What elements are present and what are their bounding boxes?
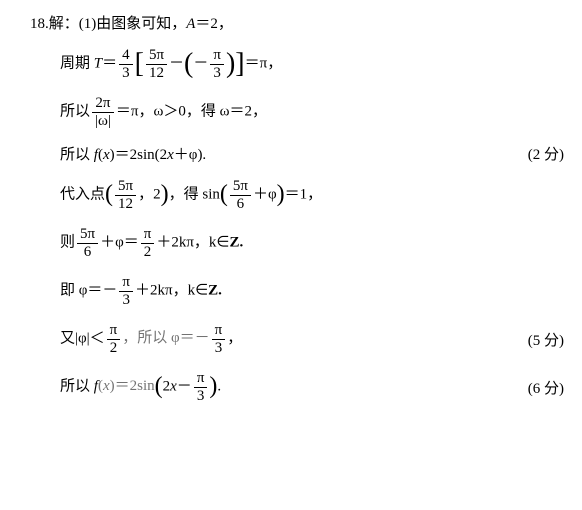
neg: －	[193, 55, 208, 71]
rparen-icon: )	[226, 53, 235, 75]
l6-mid2: ＋2kπ，k∈	[156, 234, 229, 250]
lparen-icon: (	[184, 53, 193, 75]
line-6-text: 则5π6＋φ＝π2＋2kπ，k∈Z.	[60, 226, 564, 260]
l2-minus: －	[169, 55, 184, 71]
l5-mid: ，得 sin	[169, 186, 220, 202]
line-7-text: 即 φ＝－π3＋2kπ，k∈Z.	[60, 274, 564, 308]
rparen-icon: )	[161, 185, 169, 204]
solution-page: 18.解：(1)由图象可知，A＝2， 周期 T＝43[5π12－(－π3)]＝π…	[0, 0, 582, 430]
l5-frac1: 5π12	[115, 178, 136, 212]
l2-prefix: 周期	[60, 55, 94, 71]
line-9-text: 所以 f(x)＝2sin(2x－π3).	[60, 370, 508, 404]
l9-suffix: .	[217, 378, 221, 394]
line-9: 所以 f(x)＝2sin(2x－π3). (6 分)	[18, 370, 564, 404]
l6-frac2: π2	[141, 226, 155, 260]
line-5-text: 代入点(5π12，2)，得 sin(5π6＋φ)＝1，	[60, 178, 564, 212]
lparen-icon: (	[220, 185, 228, 204]
l7-frac: π3	[119, 274, 133, 308]
line-8: 又|φ|＜π2，所以 φ＝－π3， (5 分)	[18, 322, 564, 356]
lparen-icon: (	[155, 377, 163, 396]
l8-prefix: 又|φ|＜	[60, 330, 105, 346]
l6-frac1: 5π6	[77, 226, 98, 260]
l8-frac2: π3	[212, 322, 226, 356]
l6-prefix: 则	[60, 234, 75, 250]
l2-frac2: 5π12	[146, 47, 167, 81]
rbracket-icon: ]	[235, 53, 244, 75]
score-2: (2 分)	[508, 143, 564, 164]
l2-eq1: ＝	[102, 55, 117, 71]
l8-suffix: ，	[227, 330, 242, 346]
l3-frac: 2π|ω|	[92, 95, 114, 129]
l2-frac1: 43	[119, 47, 133, 81]
l6-mid1: ＋φ＝	[100, 234, 139, 250]
l9-prefix: 所以	[60, 378, 94, 394]
line-2-text: 周期 T＝43[5π12－(－π3)]＝π，	[60, 47, 564, 81]
l6-Z: Z.	[229, 234, 243, 250]
line-7: 即 φ＝－π3＋2kπ，k∈Z.	[18, 274, 564, 308]
line-3: 所以2π|ω|＝π，ω＞0，得 ω＝2，	[18, 95, 564, 129]
line-5: 代入点(5π12，2)，得 sin(5π6＋φ)＝1，	[18, 178, 564, 212]
l5-prefix: 代入点	[60, 186, 105, 202]
l1-eq: ＝2，	[195, 16, 233, 32]
line-1: 18.解：(1)由图象可知，A＝2，	[18, 12, 564, 33]
l7-suffix: ＋2kπ，k∈	[135, 282, 208, 298]
line-3-text: 所以2π|ω|＝π，ω＞0，得 ω＝2，	[60, 95, 564, 129]
line-1-text: 18.解：(1)由图象可知，A＝2，	[30, 12, 564, 33]
rparen-icon: )	[277, 185, 285, 204]
score-6: (6 分)	[508, 377, 564, 398]
l5-plus: ＋φ	[253, 186, 277, 202]
l8-mid: ，所以 φ＝－	[122, 330, 209, 346]
l2-T: T	[94, 55, 102, 71]
line-8-text: 又|φ|＜π2，所以 φ＝－π3，	[60, 322, 508, 356]
l7-prefix: 即 φ＝－	[60, 282, 117, 298]
l8-frac1: π2	[107, 322, 121, 356]
l1-prefix: 解：(1)由图象可知，	[49, 16, 187, 32]
l5-eq: ＝1，	[285, 186, 323, 202]
l2-eq2: ＝π，	[245, 55, 283, 71]
l7-Z: Z.	[208, 282, 222, 298]
l2-frac3: π3	[210, 47, 224, 81]
problem-number: 18.	[30, 16, 49, 32]
l3-mid: ＝π，ω＞0，得 ω＝2，	[116, 103, 267, 119]
line-4: 所以 f(x)＝2sin(2x＋φ). (2 分)	[18, 143, 564, 164]
line-6: 则5π6＋φ＝π2＋2kπ，k∈Z.	[18, 226, 564, 260]
score-5: (5 分)	[508, 329, 564, 350]
lparen-icon: (	[105, 185, 113, 204]
l3-prefix: 所以	[60, 103, 90, 119]
l9-inner1: 2	[163, 378, 171, 394]
line-2: 周期 T＝43[5π12－(－π3)]＝π，	[18, 47, 564, 81]
l4-prefix: 所以	[60, 147, 94, 163]
line-4-text: 所以 f(x)＝2sin(2x＋φ).	[60, 143, 508, 164]
l9-frac: π3	[194, 370, 208, 404]
lbracket-icon: [	[135, 53, 144, 75]
l5-comma: ，2	[138, 186, 161, 202]
l5-frac2: 5π6	[230, 178, 251, 212]
